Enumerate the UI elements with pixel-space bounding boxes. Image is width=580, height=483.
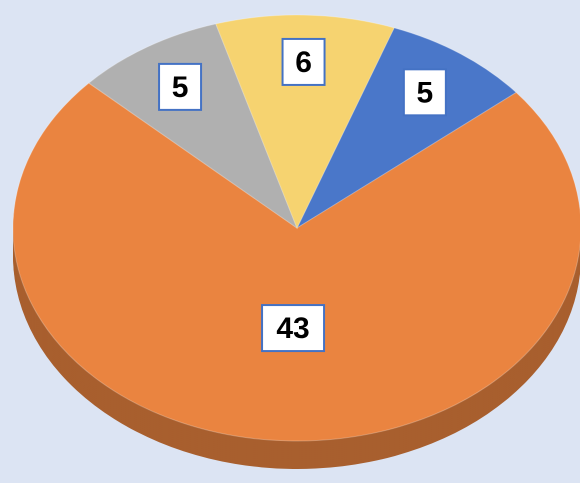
pie-slice <box>88 23 299 230</box>
data-label: 43 <box>276 312 309 345</box>
data-label-box <box>281 37 326 86</box>
data-label-box <box>158 62 203 111</box>
data-labels: 5 43 5 6 <box>158 37 447 353</box>
pie-top <box>12 14 580 442</box>
pie-slice <box>12 82 580 442</box>
data-label: 5 <box>417 76 434 109</box>
data-label: 6 <box>295 46 312 79</box>
data-label: 5 <box>172 71 189 104</box>
pie-slice <box>295 27 517 230</box>
data-label-box <box>402 68 447 117</box>
pie-slice <box>215 14 395 230</box>
data-label-box <box>261 304 326 353</box>
